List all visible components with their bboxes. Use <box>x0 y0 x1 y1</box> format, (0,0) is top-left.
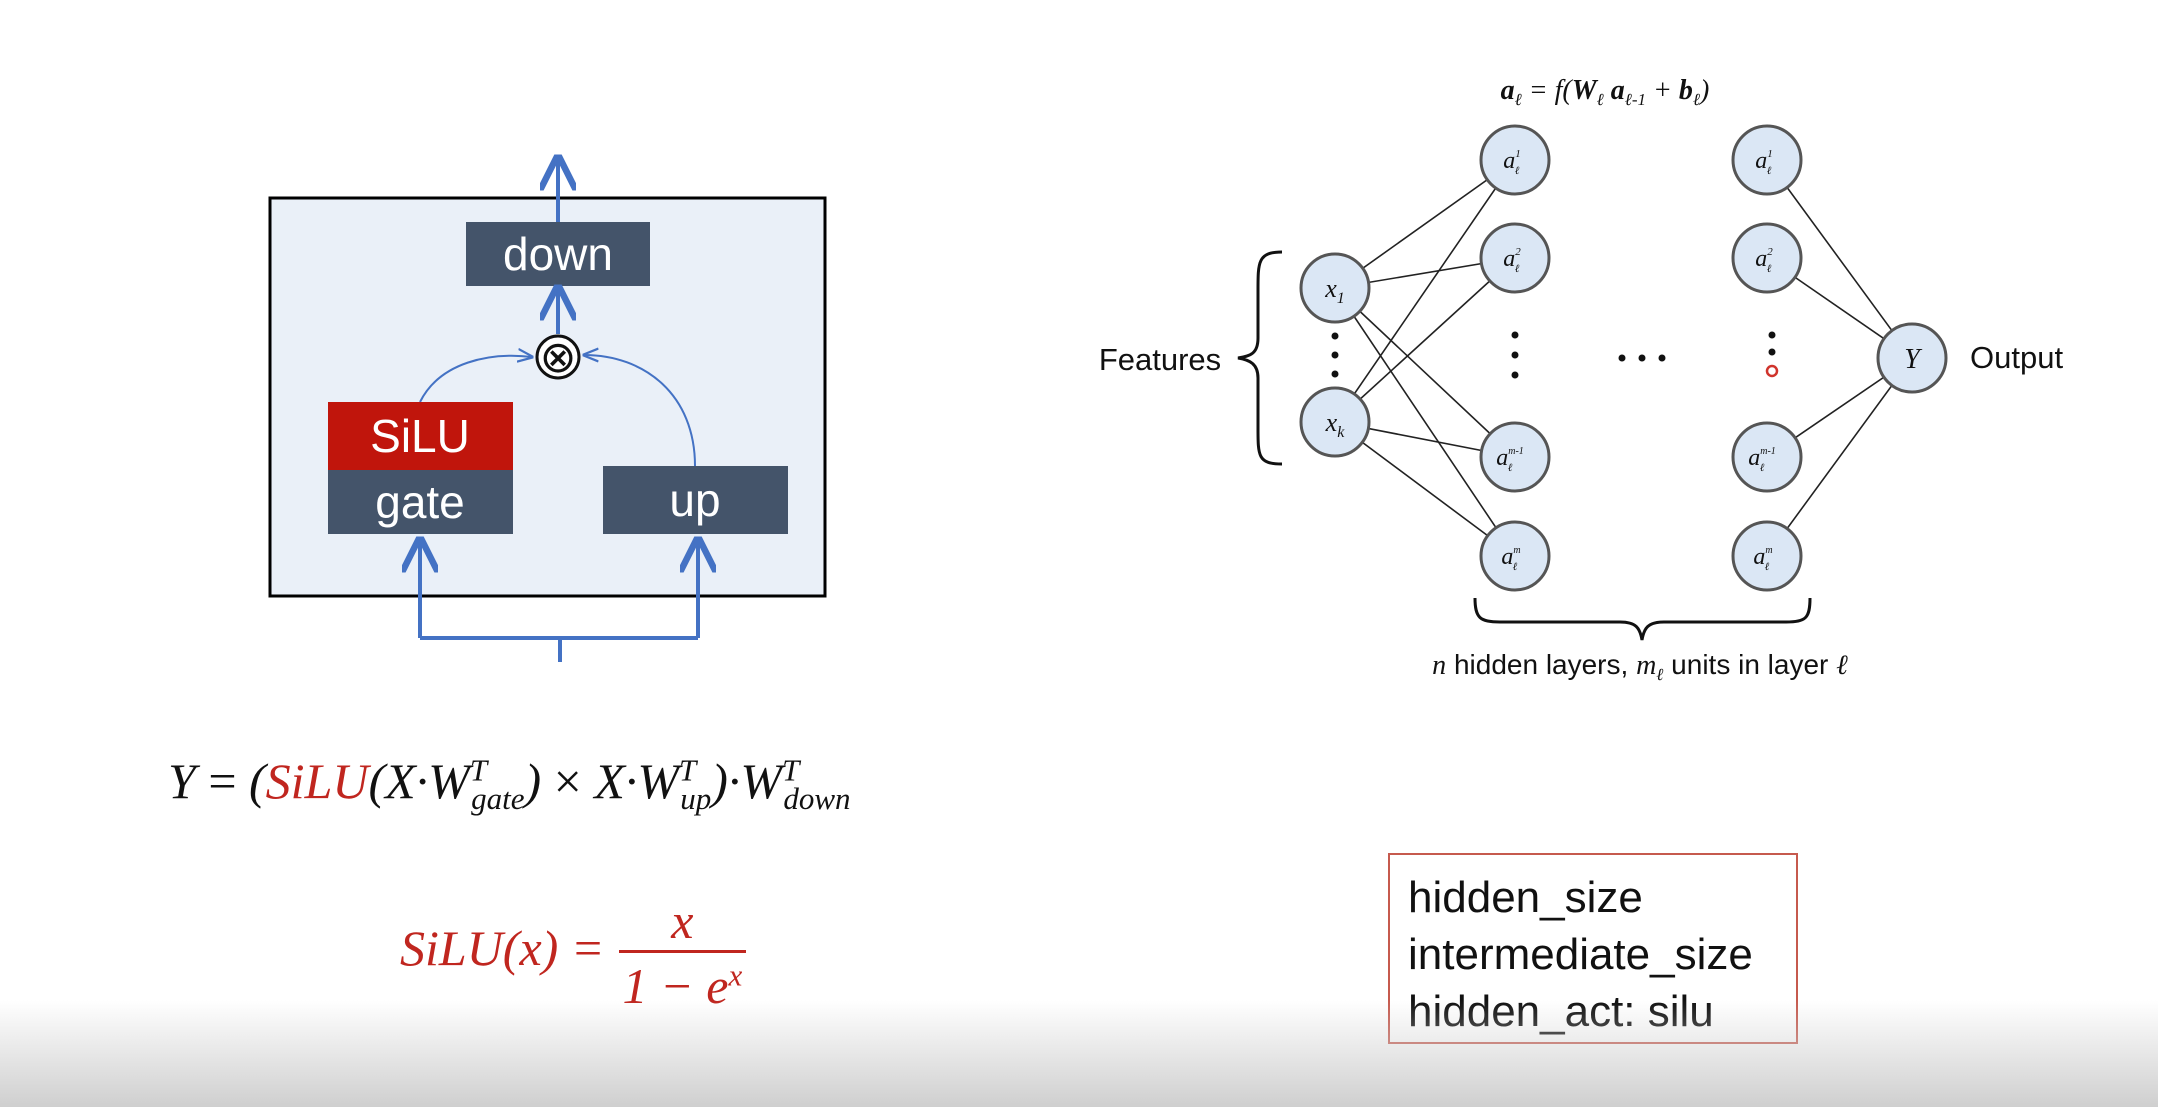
hidden-node-m-minus-1: am-1 ℓ <box>1479 421 1551 493</box>
hidden-node-m: am ℓ <box>1479 520 1551 592</box>
hidden-node-2: a2 ℓ <box>1479 222 1551 294</box>
hidden-layers-caption: n hidden layers, mℓ units in layer ℓ <box>1432 649 1848 684</box>
down-layer-label: down <box>503 228 613 280</box>
hidden-node-last-m: am ℓ <box>1731 520 1803 592</box>
input-split-lines <box>420 636 698 662</box>
bottom-fade-bar <box>0 1000 2158 1107</box>
svg-text:amℓ: am ℓ <box>1753 544 1772 573</box>
svg-text:a2ℓ: a2 ℓ <box>1755 246 1773 275</box>
config-line-hidden-size: hidden_size <box>1408 873 1643 922</box>
silu-activation-box <box>328 402 513 470</box>
mlp-layer-formula: aℓ = f(Wℓ aℓ-1 + bℓ) <box>1501 75 1710 109</box>
network-edges <box>1334 159 1913 557</box>
gate-layer-box <box>328 470 513 534</box>
hidden-layers-brace <box>1473 597 1812 641</box>
svg-text:a2ℓ: a2 ℓ <box>1503 246 1521 275</box>
features-brace <box>1237 250 1283 466</box>
multiply-node <box>535 334 581 380</box>
hidden-node-1: a1 ℓ <box>1479 124 1551 196</box>
svg-text:a1ℓ: a1 ℓ <box>1755 148 1773 177</box>
silu-activation-label: SiLU <box>370 410 470 462</box>
svg-text:a1ℓ: a1 ℓ <box>1503 148 1521 177</box>
hidden-node-last-2: a2 ℓ <box>1731 222 1803 294</box>
config-line-intermediate-size: intermediate_size <box>1408 930 1753 979</box>
input-node-x1: x1 <box>1299 252 1371 324</box>
features-label: Features <box>1099 342 1221 377</box>
ffn-block-diagram: down ⊗ SiLU gate up <box>268 0 827 662</box>
up-layer-box <box>603 466 788 534</box>
input-ellipsis <box>1331 332 1339 378</box>
svg-text:amℓ: am ℓ <box>1501 544 1520 573</box>
up-layer-label: up <box>669 474 720 526</box>
hidden-node-last-m-minus-1: am-1 ℓ <box>1731 421 1803 493</box>
hidden-node-last-1: a1 ℓ <box>1731 124 1803 196</box>
hidden-ellipsis-left <box>1511 331 1519 379</box>
silu-equation: SiLU(x) = x 1 − ex <box>400 892 747 1015</box>
input-node-xk: xk <box>1299 386 1371 458</box>
output-node-label: Y <box>1904 344 1923 375</box>
multiply-symbol: ⊗ <box>540 332 577 383</box>
output-label: Output <box>1970 340 2063 375</box>
down-layer-box <box>466 222 650 286</box>
layer-ellipsis <box>1618 354 1666 362</box>
hidden-ellipsis-right <box>1765 331 1779 378</box>
gate-to-mult-curve <box>419 356 532 403</box>
mlp-network-diagram: aℓ = f(Wℓ aℓ-1 + bℓ) Features x1 <box>1099 75 2064 684</box>
output-node: Y <box>1876 322 1948 394</box>
ffn-output-equation: Y = (SiLU(X·WTgate) × X·WTup)·WTdown <box>168 752 851 816</box>
gate-layer-label: gate <box>375 476 465 528</box>
up-to-mult-curve <box>584 355 696 467</box>
